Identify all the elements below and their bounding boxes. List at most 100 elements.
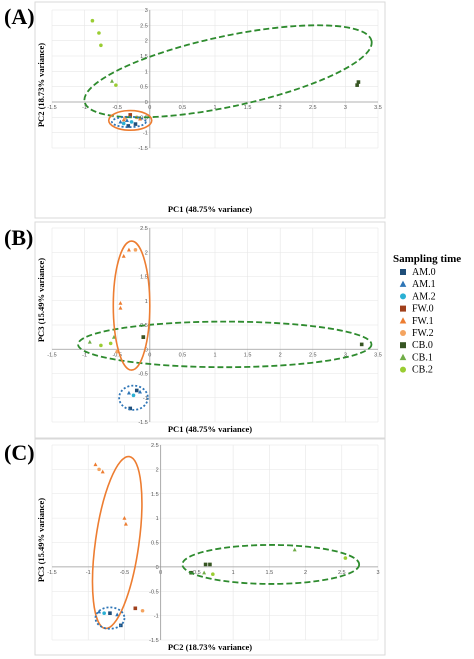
data-point-am-1 xyxy=(97,609,102,614)
data-point-am-0 xyxy=(128,406,133,411)
y-tick-label: 0.5 xyxy=(151,541,159,547)
legend-marker-cb-0 xyxy=(400,342,406,349)
legend-marker-fw-1 xyxy=(399,317,407,324)
x-tick-label: -1.5 xyxy=(47,570,56,576)
data-point-fw-1 xyxy=(118,301,123,305)
y-tick-label: 0 xyxy=(145,100,148,106)
x-tick-label: -1.5 xyxy=(47,105,56,111)
legend-label: CB.2 xyxy=(412,365,433,376)
data-point-fw-1 xyxy=(122,515,127,520)
data-point-cb-2 xyxy=(97,31,101,35)
data-point-am-2 xyxy=(121,121,126,126)
plot-c: -1.5-1-0.500.511.522.53-1.5-1-0.500.511.… xyxy=(47,443,379,644)
cluster-ellipse-dotted xyxy=(111,115,147,129)
x-tick-label: -0.5 xyxy=(112,352,121,358)
panel-c-frame xyxy=(34,438,386,656)
data-point-am-0 xyxy=(126,124,131,128)
y-tick-label: -1 xyxy=(143,396,148,402)
cluster-ellipse-dotted xyxy=(94,606,126,630)
panel-letter-a: (A) xyxy=(4,4,35,29)
x-tick-label: 2 xyxy=(279,105,282,111)
y-tick-label: 2.5 xyxy=(140,23,148,29)
legend-marker-am-2 xyxy=(400,293,406,300)
x-tick-label: 3 xyxy=(376,570,379,576)
data-point-cb-2 xyxy=(114,83,118,87)
data-point-am-1 xyxy=(125,118,129,123)
data-point-cb-2 xyxy=(343,556,348,560)
y-tick-label: 1.5 xyxy=(151,492,159,498)
data-point-cb-0 xyxy=(355,83,359,87)
y-tick-label: -1.5 xyxy=(149,638,158,644)
panel-b-frame xyxy=(34,221,386,439)
data-point-am-1 xyxy=(126,390,131,395)
data-point-am-1 xyxy=(138,389,142,394)
data-point-cb-1 xyxy=(87,339,92,344)
x-tick-label: 3 xyxy=(344,352,347,358)
y-tick-label: 0 xyxy=(145,347,148,353)
data-point-fw-2 xyxy=(133,248,138,252)
data-point-fw-1 xyxy=(121,253,126,258)
x-tick-label: 3.5 xyxy=(374,352,382,358)
legend-label: FW.0 xyxy=(412,304,434,315)
x-tick-label: 0.5 xyxy=(193,570,201,576)
data-point-am-0 xyxy=(133,122,138,126)
x-axis-title-c: PC2 (18.73% variance) xyxy=(168,642,252,652)
y-tick-label: 1 xyxy=(156,516,159,522)
data-point-fw-1 xyxy=(93,462,98,467)
y-tick-label: 1 xyxy=(145,299,148,305)
x-tick-label: 1.5 xyxy=(266,570,274,576)
data-point-cb-2 xyxy=(211,572,215,576)
y-tick-label: 2.5 xyxy=(140,226,148,232)
y-tick-label: -1 xyxy=(154,614,159,620)
y-tick-label: 2 xyxy=(156,467,159,473)
legend-marker-cb-1 xyxy=(399,353,407,361)
x-tick-label: 2.5 xyxy=(338,570,346,576)
data-point-cb-1 xyxy=(110,78,114,83)
x-tick-label: 0.5 xyxy=(179,105,187,111)
cluster-ellipse-dashed xyxy=(181,544,361,585)
data-point-cb-0 xyxy=(208,562,212,567)
legend-label: CB.0 xyxy=(412,340,433,351)
cluster-ellipse-solid xyxy=(107,109,153,132)
data-point-cb-1 xyxy=(202,570,207,575)
data-point-fw-1 xyxy=(126,247,131,252)
legend-marker-am-0 xyxy=(400,269,406,275)
data-point-fw-2 xyxy=(140,608,145,613)
x-tick-label: 1.5 xyxy=(244,105,252,111)
y-tick-label: -1 xyxy=(143,131,148,137)
panel-letter-c: (C) xyxy=(4,440,35,465)
y-tick-label: 2.5 xyxy=(151,443,159,449)
data-point-cb-2 xyxy=(99,343,103,348)
x-tick-label: 1 xyxy=(232,570,235,576)
data-point-fw-0 xyxy=(133,606,138,611)
y-tick-label: -0.5 xyxy=(149,589,158,595)
x-tick-label: 3 xyxy=(344,105,347,111)
cluster-ellipse-dashed xyxy=(83,24,373,119)
y-tick-label: 1 xyxy=(145,69,148,75)
cluster-ellipse-solid xyxy=(112,240,151,371)
data-point-fw-1 xyxy=(118,305,123,310)
cluster-ellipse-dashed xyxy=(77,320,373,369)
x-tick-label: -1 xyxy=(82,352,87,358)
cluster-ellipse-dotted xyxy=(118,384,149,411)
legend-label: FW.1 xyxy=(412,316,434,327)
legend-marker-am-1 xyxy=(399,280,407,287)
x-tick-label: -0.5 xyxy=(120,570,129,576)
data-point-fw-1 xyxy=(123,521,128,526)
y-tick-label: 1.5 xyxy=(140,275,148,281)
x-tick-label: -1 xyxy=(82,105,87,111)
data-point-fw-1 xyxy=(138,116,142,121)
plot-b: -1.5-1-0.500.511.522.533.5-1.5-1-0.500.5… xyxy=(47,226,382,426)
legend: Sampling time AM.0AM.1AM.2FW.0FW.1FW.2CB… xyxy=(393,253,461,376)
legend-marker-cb-2 xyxy=(400,366,406,373)
x-tick-label: 1 xyxy=(213,105,216,111)
legend-label: AM.1 xyxy=(412,279,436,290)
y-axis-title-b: PC3 (15.49% variance) xyxy=(36,258,46,342)
y-tick-label: 2 xyxy=(145,39,148,45)
y-tick-label: 3 xyxy=(145,8,148,14)
x-tick-label: -1.5 xyxy=(47,352,56,358)
data-point-am-0 xyxy=(134,388,139,393)
x-tick-label: -1 xyxy=(86,570,91,576)
x-tick-label: 2.5 xyxy=(309,352,317,358)
